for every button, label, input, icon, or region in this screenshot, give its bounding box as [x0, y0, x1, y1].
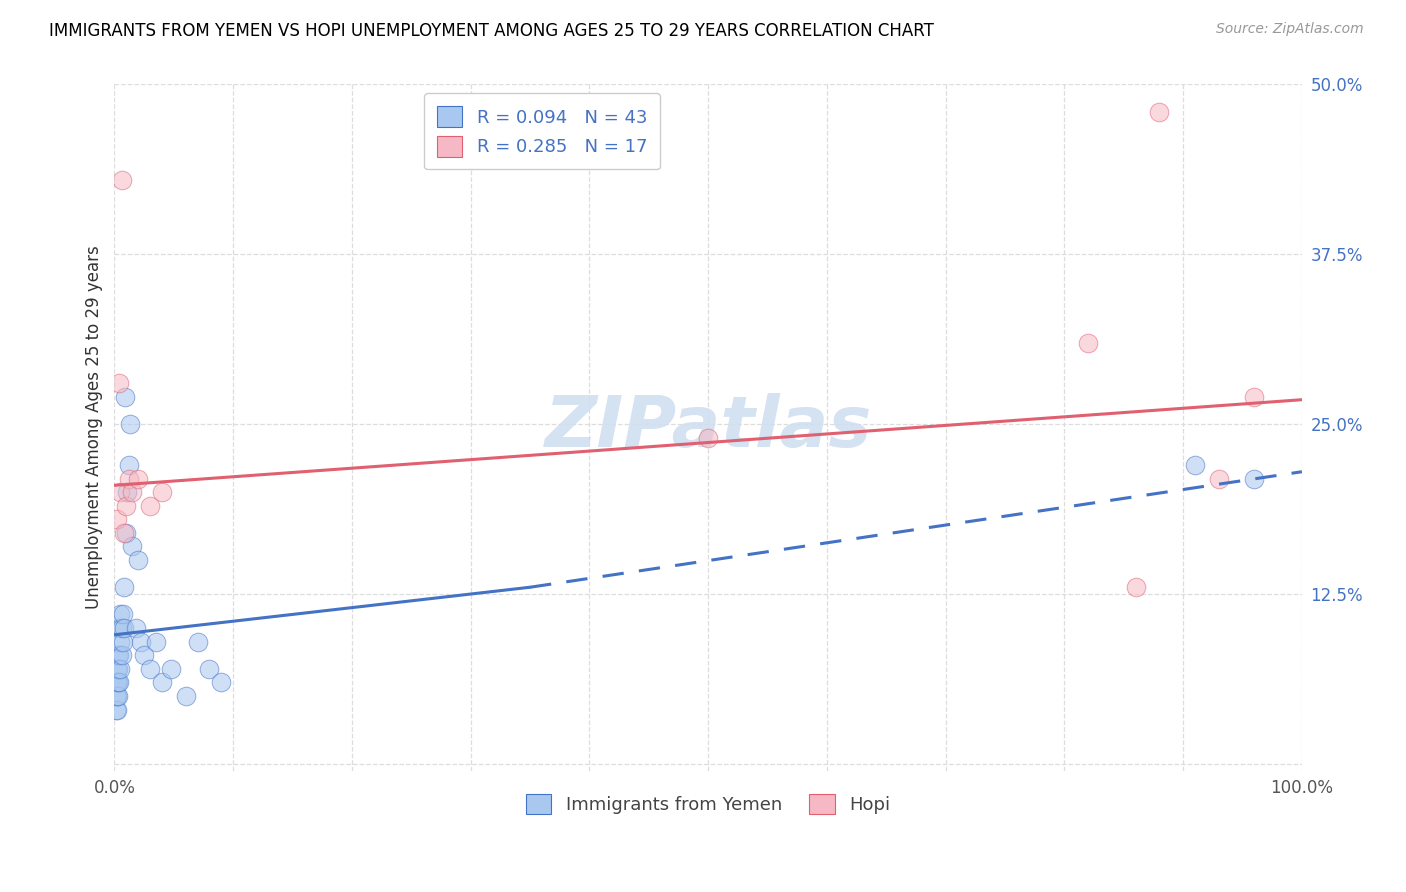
Point — [110, 621, 132, 635]
Point — [105, 662, 128, 676]
Point — [121, 485, 143, 500]
Point — [110, 634, 132, 648]
Point — [115, 499, 138, 513]
Point — [107, 675, 129, 690]
Point — [129, 634, 152, 648]
Point — [150, 485, 173, 500]
Point — [107, 689, 129, 703]
Point — [117, 485, 139, 500]
Point — [1243, 390, 1265, 404]
Point — [105, 675, 128, 690]
Point — [186, 634, 208, 648]
Point — [118, 458, 141, 472]
Point — [127, 471, 149, 485]
Point — [110, 485, 132, 500]
Point — [1243, 471, 1265, 485]
Point — [110, 607, 132, 622]
Point — [1184, 458, 1206, 472]
Point — [1077, 335, 1099, 350]
Point — [174, 689, 197, 703]
Point — [160, 662, 183, 676]
Point — [209, 675, 232, 690]
Point — [139, 662, 162, 676]
Point — [111, 607, 134, 622]
Point — [118, 417, 141, 432]
Point — [139, 499, 162, 513]
Point — [110, 648, 132, 663]
Text: Source: ZipAtlas.com: Source: ZipAtlas.com — [1216, 22, 1364, 37]
Point — [114, 390, 136, 404]
Point — [105, 702, 128, 716]
Text: ZIPatlas: ZIPatlas — [544, 393, 872, 462]
Point — [104, 702, 127, 716]
Point — [108, 621, 131, 635]
Point — [107, 662, 129, 676]
Point — [1149, 104, 1171, 119]
Point — [1125, 580, 1147, 594]
Point — [127, 553, 149, 567]
Point — [125, 621, 148, 635]
Point — [132, 648, 155, 663]
Text: IMMIGRANTS FROM YEMEN VS HOPI UNEMPLOYMENT AMONG AGES 25 TO 29 YEARS CORRELATION: IMMIGRANTS FROM YEMEN VS HOPI UNEMPLOYME… — [49, 22, 934, 40]
Point — [105, 689, 128, 703]
Point — [145, 634, 167, 648]
Point — [1208, 471, 1230, 485]
Point — [111, 634, 134, 648]
Point — [198, 662, 221, 676]
Point — [108, 648, 131, 663]
Legend: Immigrants from Yemen, Hopi: Immigrants from Yemen, Hopi — [517, 785, 900, 823]
Point — [112, 621, 135, 635]
Point — [107, 648, 129, 663]
Point — [104, 689, 127, 703]
Point — [150, 675, 173, 690]
Point — [108, 376, 131, 391]
Point — [112, 525, 135, 540]
Point — [105, 512, 128, 526]
Point — [108, 675, 131, 690]
Point — [112, 580, 135, 594]
Point — [110, 662, 132, 676]
Point — [118, 471, 141, 485]
Y-axis label: Unemployment Among Ages 25 to 29 years: Unemployment Among Ages 25 to 29 years — [86, 245, 103, 609]
Point — [104, 675, 127, 690]
Point — [697, 431, 720, 445]
Point — [121, 540, 143, 554]
Point — [115, 525, 138, 540]
Point — [110, 172, 132, 186]
